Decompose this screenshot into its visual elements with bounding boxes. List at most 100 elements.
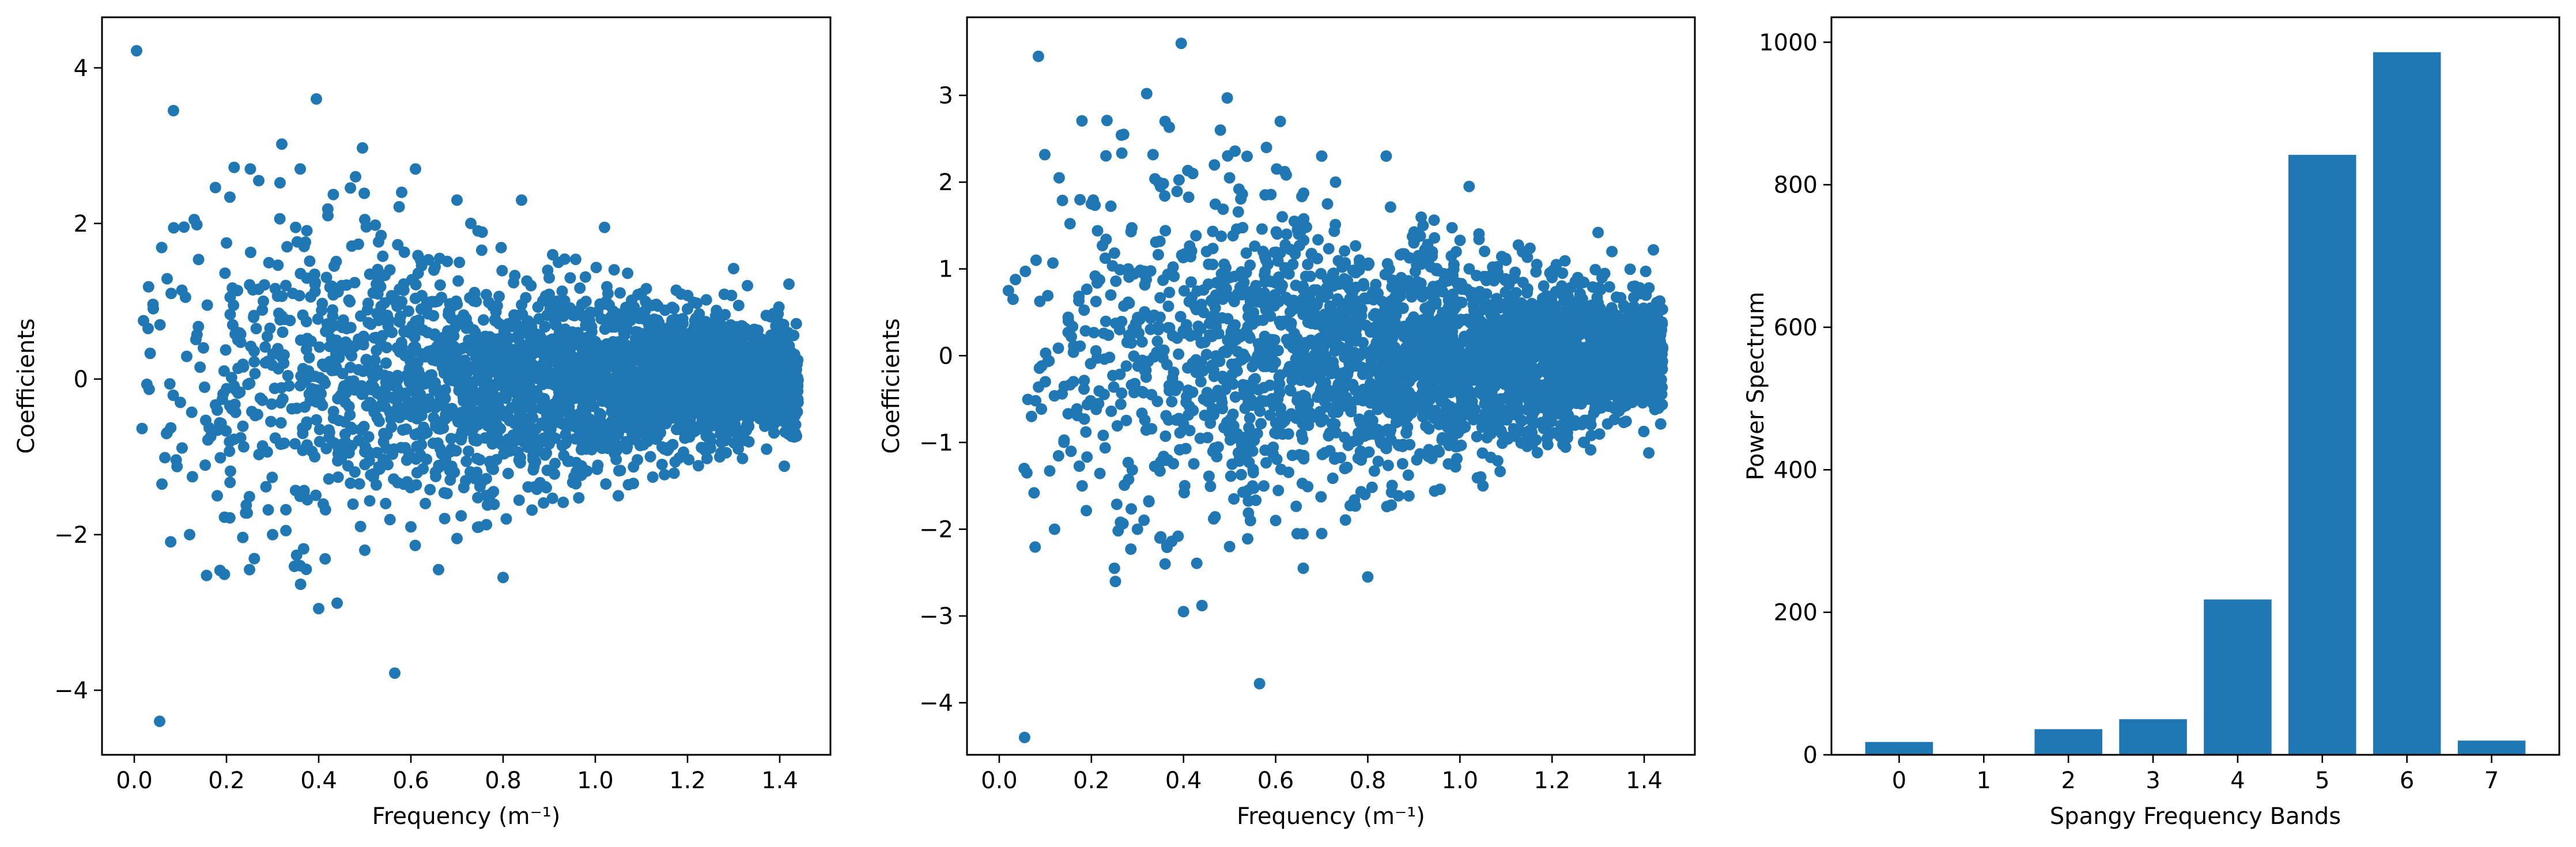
data-point — [165, 288, 177, 300]
data-point — [1166, 372, 1179, 384]
data-point — [601, 281, 613, 293]
data-point — [1339, 514, 1351, 526]
data-point — [1185, 276, 1197, 288]
data-point — [1151, 335, 1164, 347]
data-point — [278, 437, 290, 449]
data-point — [266, 471, 278, 483]
data-point — [653, 317, 665, 329]
data-point — [186, 471, 198, 483]
data-point — [552, 358, 564, 370]
data-point — [418, 428, 430, 440]
data-point — [358, 421, 370, 433]
data-point — [430, 398, 442, 410]
data-point — [434, 417, 446, 429]
data-point — [768, 427, 780, 439]
data-point — [696, 355, 708, 367]
data-point — [656, 350, 668, 362]
data-point — [1225, 470, 1237, 482]
data-point — [168, 105, 179, 116]
data-point — [156, 478, 168, 490]
data-point — [357, 330, 369, 342]
data-point — [475, 244, 488, 256]
data-point — [1353, 264, 1365, 276]
data-point — [472, 225, 484, 237]
data-point — [190, 334, 202, 346]
data-point — [272, 259, 284, 271]
data-point — [143, 383, 155, 395]
data-point — [584, 413, 596, 425]
data-point — [405, 521, 417, 533]
data-point — [1555, 419, 1567, 432]
data-point — [538, 497, 550, 509]
data-point — [482, 406, 494, 418]
data-point — [668, 467, 680, 479]
data-point — [613, 490, 624, 502]
data-point — [328, 319, 341, 331]
data-point — [737, 320, 749, 332]
data-point — [1098, 327, 1110, 339]
data-point — [316, 297, 328, 309]
data-point — [282, 370, 294, 381]
data-point — [283, 380, 295, 392]
data-point — [244, 564, 255, 576]
data-point — [240, 499, 252, 511]
data-point — [610, 388, 622, 400]
data-point — [1157, 352, 1169, 364]
data-point — [1445, 250, 1457, 262]
data-point — [1240, 247, 1252, 259]
data-point — [1074, 194, 1086, 206]
data-point — [359, 459, 371, 471]
data-point — [294, 578, 307, 590]
data-point — [1479, 245, 1491, 258]
y-tick-label: −4 — [54, 678, 88, 704]
data-point — [312, 313, 324, 325]
data-point — [267, 528, 278, 540]
data-point — [464, 363, 477, 375]
data-point — [607, 305, 620, 317]
data-point — [327, 310, 339, 322]
data-point — [493, 332, 505, 345]
data-point — [404, 349, 416, 361]
data-point — [1229, 145, 1241, 157]
data-point — [1596, 272, 1608, 283]
data-point — [685, 372, 697, 384]
data-point — [516, 419, 528, 432]
data-point — [1217, 203, 1229, 215]
plot-area — [1002, 37, 1668, 743]
data-point — [237, 358, 249, 370]
data-point — [608, 264, 620, 276]
data-point — [639, 388, 650, 400]
data-point — [647, 471, 659, 483]
data-point — [311, 414, 323, 426]
data-point — [1471, 472, 1483, 484]
data-point — [1111, 420, 1123, 432]
data-point — [358, 187, 371, 199]
data-point — [410, 163, 421, 175]
data-point — [1280, 169, 1292, 181]
data-point — [549, 457, 561, 470]
data-point — [461, 341, 473, 353]
data-point — [228, 299, 240, 311]
x-tick-label: 1.4 — [761, 767, 798, 794]
data-point — [726, 358, 738, 370]
data-point — [718, 288, 730, 300]
data-point — [460, 455, 473, 467]
data-point — [244, 247, 256, 258]
data-point — [386, 290, 398, 302]
data-point — [313, 423, 326, 436]
data-point — [453, 379, 465, 391]
data-point — [580, 296, 592, 308]
data-point — [1052, 450, 1064, 462]
x-tick-label: 0.0 — [116, 767, 153, 794]
data-point — [1272, 485, 1285, 497]
data-point — [525, 431, 537, 443]
data-point — [783, 405, 795, 417]
data-point — [614, 287, 626, 299]
data-point — [772, 400, 784, 412]
data-point — [570, 478, 582, 490]
data-point — [1121, 336, 1133, 349]
data-point — [394, 346, 406, 358]
data-point — [311, 93, 322, 105]
data-point — [683, 453, 695, 466]
data-point — [1244, 259, 1256, 271]
